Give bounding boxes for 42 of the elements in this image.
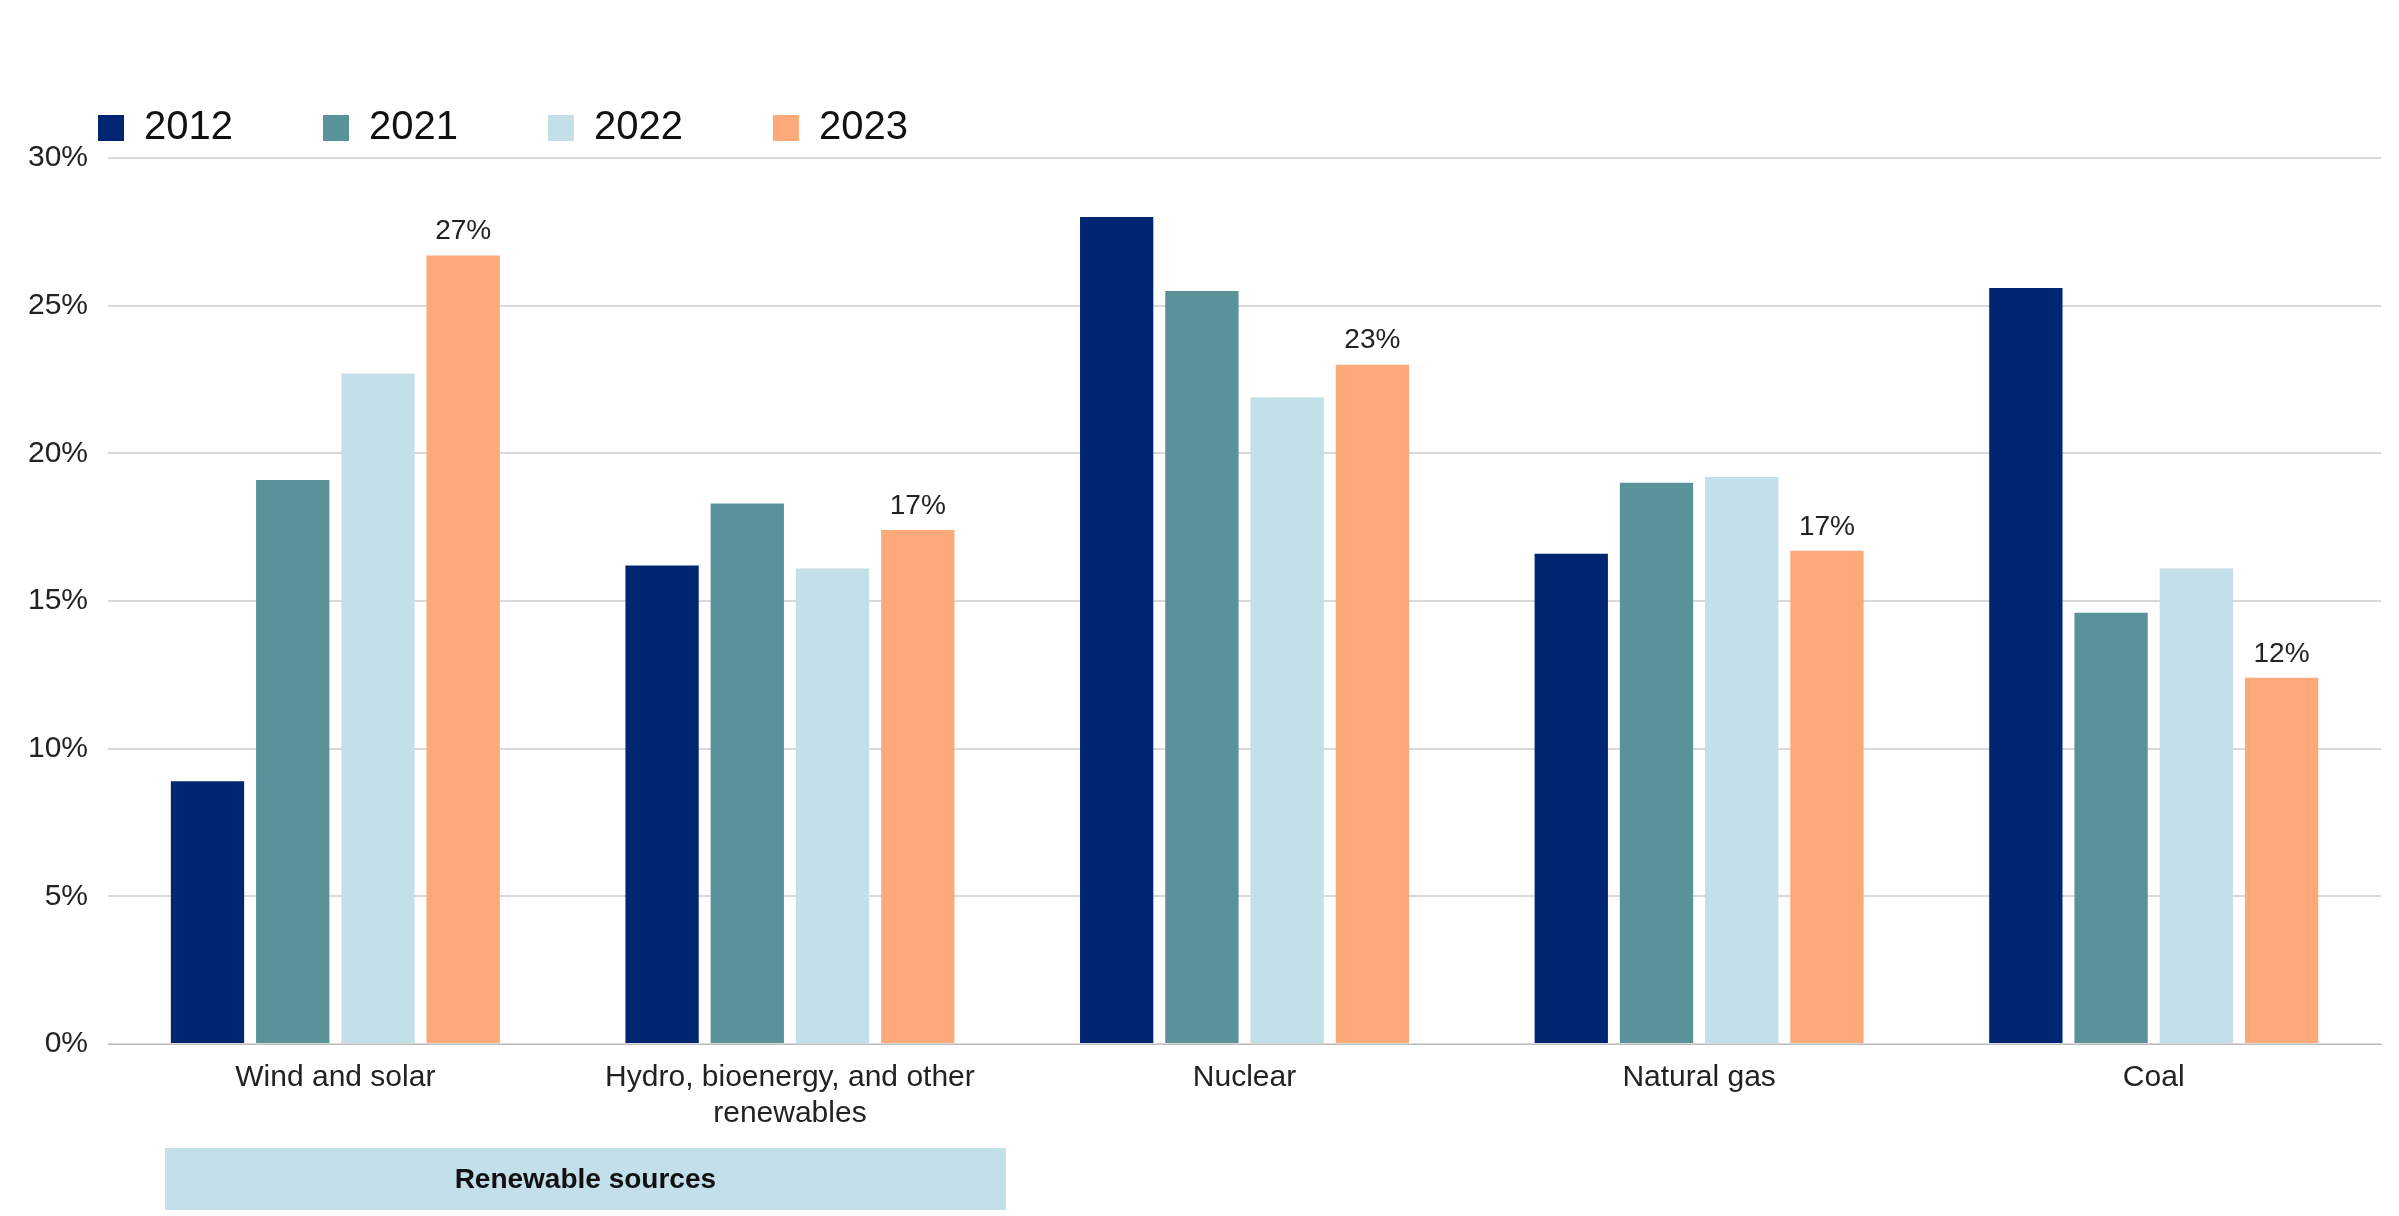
x-tick-label: Hydro, bioenergy, and other renewables: [605, 1059, 975, 1129]
legend-label: 2021: [368, 103, 458, 148]
bar: [1534, 553, 1608, 1043]
bar: [1165, 290, 1239, 1043]
y-tick-label: 25%: [28, 286, 89, 320]
bar: [2244, 677, 2319, 1043]
y-tick-label: 20%: [28, 434, 89, 468]
data-label: 17%: [1798, 509, 1855, 541]
x-tick-label: Wind and solar: [235, 1059, 436, 1093]
bar: [1989, 287, 2063, 1043]
bar: [1250, 397, 1324, 1043]
x-tick-label: Natural gas: [1622, 1059, 1776, 1093]
y-tick-label: 10%: [28, 729, 89, 763]
legend-label: 2023: [818, 103, 908, 148]
bar: [426, 255, 500, 1043]
y-tick-label: 15%: [28, 582, 89, 616]
bar: [1790, 550, 1864, 1043]
data-label: 17%: [889, 488, 946, 520]
bar: [341, 373, 415, 1043]
bar: [1080, 217, 1154, 1043]
y-tick-label: 30%: [28, 139, 89, 173]
bar: [1705, 476, 1779, 1043]
bar: [1619, 482, 1694, 1043]
x-tick-label: Coal: [2122, 1059, 2185, 1093]
data-label: 27%: [435, 214, 492, 246]
bar: [2159, 568, 2233, 1043]
text: Renewable sources: [454, 1163, 717, 1195]
y-tick-label: 5%: [44, 877, 89, 911]
bar: [170, 781, 245, 1043]
legend-label: 2022: [593, 103, 683, 148]
bar: [625, 565, 699, 1043]
data-label: 12%: [2253, 636, 2310, 668]
x-tick-label: Nuclear: [1192, 1059, 1297, 1093]
bar: [2074, 612, 2148, 1043]
bar: [795, 568, 870, 1043]
data-label: 23%: [1344, 323, 1401, 355]
bar: [710, 503, 784, 1043]
bar: [256, 479, 330, 1043]
bar: [881, 530, 955, 1043]
y-tick-label: 0%: [44, 1025, 89, 1059]
legend-label: 2012: [144, 103, 233, 148]
bar: [1335, 364, 1410, 1043]
